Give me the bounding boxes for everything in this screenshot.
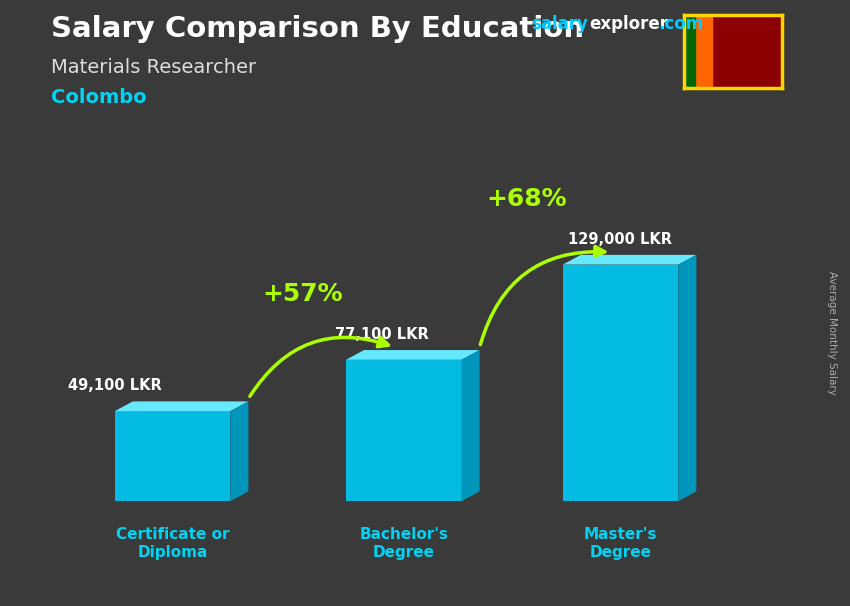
Text: salary: salary [531,15,588,33]
Text: Average Monthly Salary: Average Monthly Salary [827,271,837,395]
Polygon shape [230,401,248,501]
Text: +68%: +68% [486,187,567,211]
Bar [695,15,712,88]
Text: Salary Comparison By Education: Salary Comparison By Education [51,15,584,43]
Polygon shape [678,255,696,501]
Polygon shape [563,265,678,501]
Polygon shape [115,411,230,501]
Polygon shape [563,255,696,265]
Text: Materials Researcher: Materials Researcher [51,58,256,76]
Text: Certificate or
Diploma: Certificate or Diploma [116,527,230,559]
Text: Colombo: Colombo [51,88,146,107]
Text: Master's
Degree: Master's Degree [584,527,657,559]
Text: 129,000 LKR: 129,000 LKR [569,231,672,247]
Bar [684,15,695,88]
Text: 49,100 LKR: 49,100 LKR [68,378,162,393]
Polygon shape [346,360,462,501]
Polygon shape [462,350,479,501]
Text: 77,100 LKR: 77,100 LKR [335,327,429,342]
Text: .com: .com [659,15,704,33]
Polygon shape [115,401,248,411]
Text: +57%: +57% [263,282,343,307]
Polygon shape [346,350,479,360]
Text: Bachelor's
Degree: Bachelor's Degree [360,527,448,559]
Text: explorer: explorer [589,15,668,33]
